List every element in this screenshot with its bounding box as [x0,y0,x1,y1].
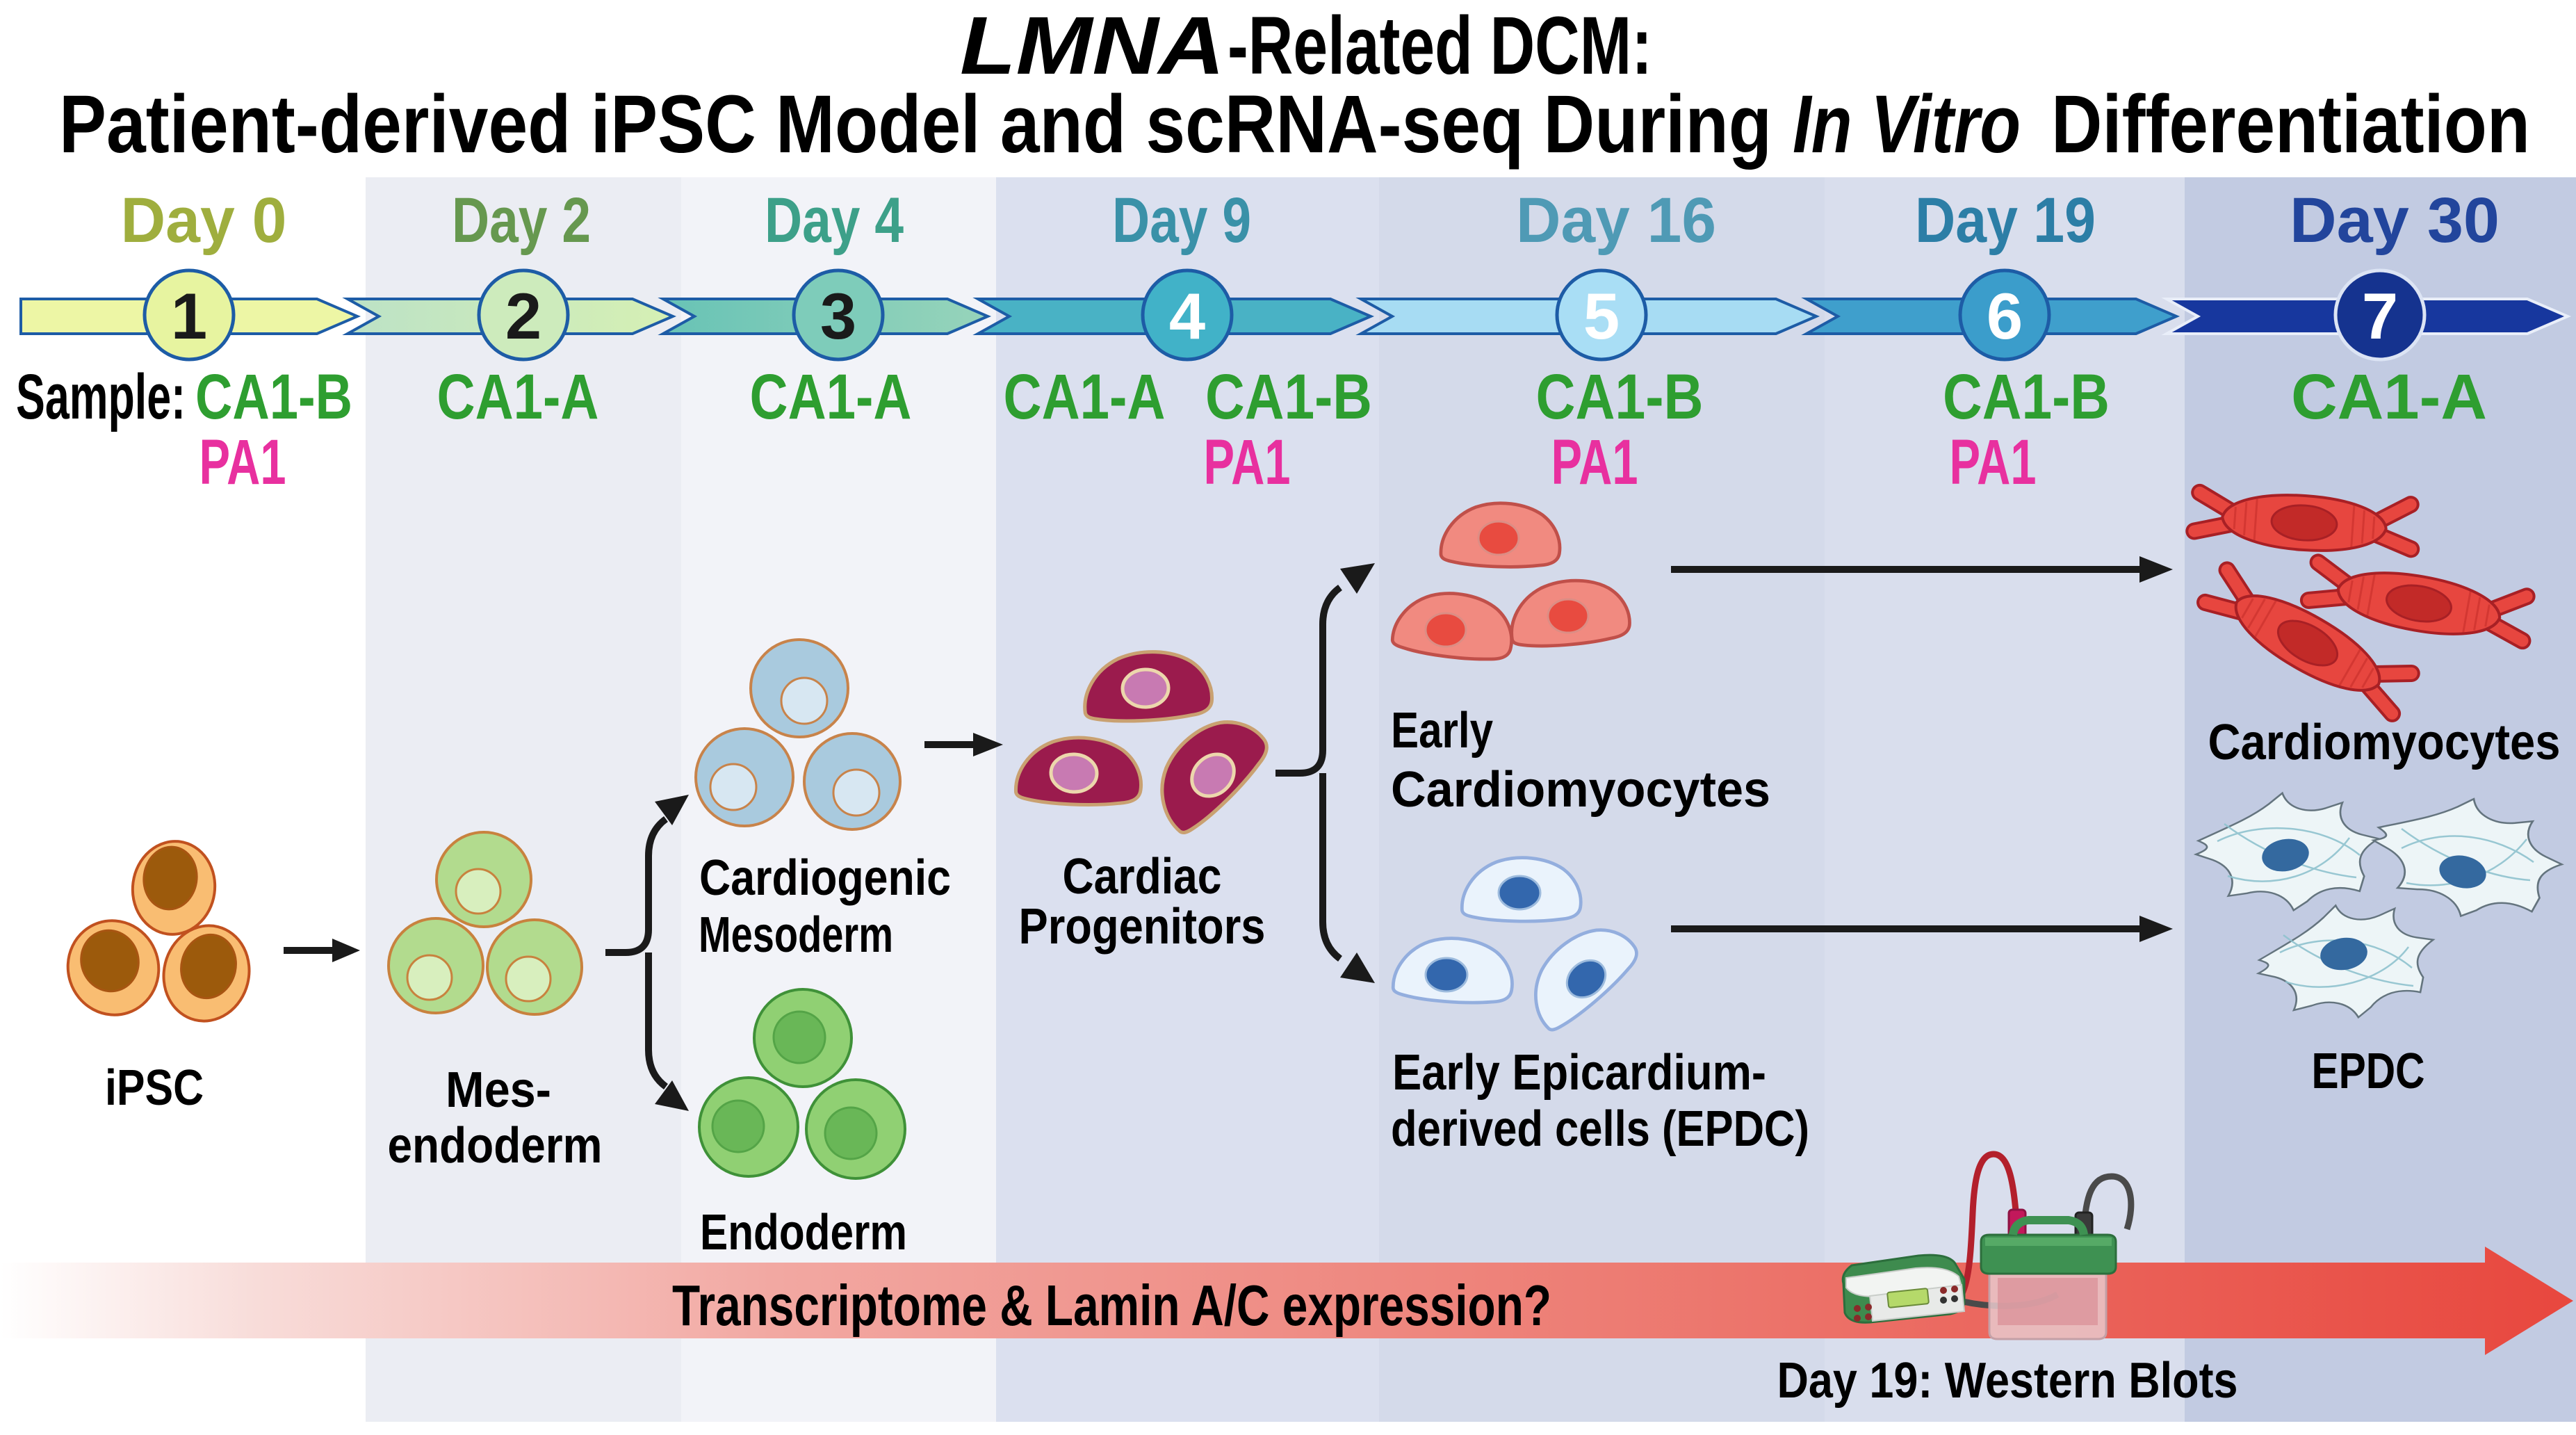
svg-text:Day 0: Day 0 [121,185,287,256]
svg-text:Differentiation: Differentiation [2051,79,2530,170]
svg-text:4: 4 [1169,279,1205,352]
svg-text:Sample:: Sample: [16,362,186,432]
svg-text:PA1: PA1 [199,427,286,498]
svg-text:In Vitro: In Vitro [1793,79,2021,170]
svg-text:CA1-B: CA1-B [1205,362,1372,432]
svg-text:Endoderm: Endoderm [700,1205,907,1260]
svg-text:Day 30: Day 30 [2290,185,2500,256]
svg-text:Day 2: Day 2 [452,185,591,256]
svg-text:Patient-derived iPSC Model and: Patient-derived iPSC Model and scRNA-seq… [59,79,1772,170]
svg-text:Early: Early [1391,703,1493,759]
svg-text:Mes-: Mes- [446,1062,551,1118]
svg-text:iPSC: iPSC [105,1060,204,1116]
svg-text:7: 7 [2362,279,2398,352]
svg-text:PA1: PA1 [1204,427,1291,498]
svg-text:Day 4: Day 4 [765,185,904,256]
svg-text:Day 19: Day 19 [1915,185,2096,256]
svg-text:5: 5 [1583,279,1620,352]
svg-text:1: 1 [171,279,207,352]
svg-text:Cardiac: Cardiac [1063,849,1222,905]
svg-text:CA1-B: CA1-B [195,362,352,432]
svg-text:Cardiomyocytes: Cardiomyocytes [2208,715,2561,770]
svg-text:Day 19: Western Blots: Day 19: Western Blots [1777,1353,2238,1409]
svg-text:Day 16: Day 16 [1516,185,1716,256]
svg-text:Progenitors: Progenitors [1019,899,1266,955]
svg-text:PA1: PA1 [1950,427,2037,498]
svg-text:CA1-A: CA1-A [1004,362,1166,432]
svg-text:2: 2 [505,279,541,352]
svg-text:Mesoderm: Mesoderm [699,907,893,963]
svg-text:CA1-B: CA1-B [1536,362,1704,432]
svg-text:endoderm: endoderm [388,1118,603,1174]
svg-text:PA1: PA1 [1551,427,1638,498]
svg-text:LMNA: LMNA [960,0,1225,92]
svg-text:CA1-B: CA1-B [1943,362,2110,432]
svg-text:Transcriptome & Lamin A/C expr: Transcriptome & Lamin A/C expression? [672,1273,1551,1338]
svg-text:Day 9: Day 9 [1112,185,1251,256]
svg-text:derived cells (EPDC): derived cells (EPDC) [1391,1101,1809,1157]
svg-text:EPDC: EPDC [2312,1044,2425,1099]
svg-text:CA1-A: CA1-A [437,362,599,432]
svg-text:-Related DCM:: -Related DCM: [1228,0,1652,92]
svg-text:Cardiogenic: Cardiogenic [699,850,951,906]
svg-text:Cardiomyocytes: Cardiomyocytes [1391,762,1770,818]
svg-text:3: 3 [820,279,856,352]
svg-text:Early Epicardium-: Early Epicardium- [1392,1045,1766,1101]
svg-text:6: 6 [1987,279,2023,352]
svg-text:CA1-A: CA1-A [2291,362,2487,432]
svg-text:CA1-A: CA1-A [750,362,912,432]
